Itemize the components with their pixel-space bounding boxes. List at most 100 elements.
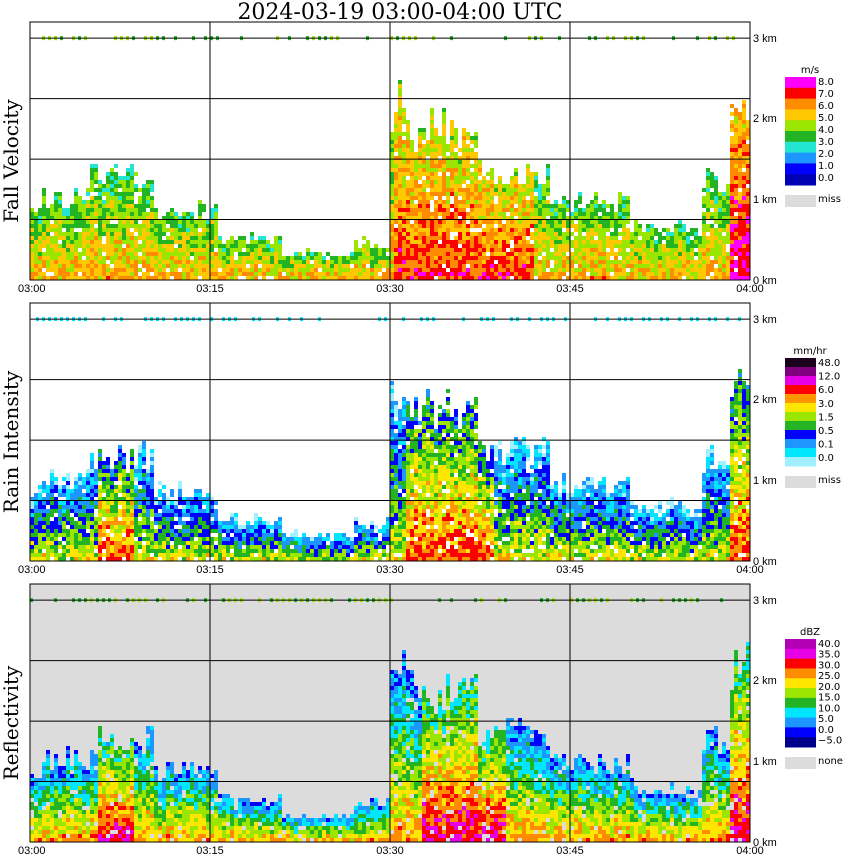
fall-velocity-panel: 03:00 03:15 03:30 03:45 04:000 km 1 km 2 km 3 k… — [0, 21, 841, 295]
legend-swatch — [785, 163, 816, 175]
legend-label: 0.0 — [818, 453, 834, 464]
x-tick-label: 03:00 — [18, 564, 46, 576]
legend-label: 0.0 — [818, 725, 834, 736]
legend-label: 35.0 — [818, 650, 840, 661]
rain-intensity-grid — [30, 303, 750, 561]
legend-swatch — [785, 717, 816, 728]
reflectivity-legend: dBZ40.035.030.025.020.015.010.05.00.0−5.… — [785, 627, 843, 769]
legend-swatch — [785, 98, 816, 110]
fall-velocity-frame — [29, 21, 751, 281]
legend-label: 1.5 — [818, 412, 834, 423]
legend-swatch — [785, 152, 816, 164]
chart-title: 2024-03-19 03:00-04:00 UTC — [237, 0, 563, 25]
legend-missing-swatch — [785, 757, 816, 769]
legend-unit: mm/hr — [793, 346, 827, 357]
x-tick-label: 03:45 — [556, 283, 584, 295]
legend-label: 6.0 — [818, 101, 834, 112]
legend-unit: dBZ — [800, 627, 820, 638]
y-tick-label: 3 km — [753, 314, 777, 326]
y-tick-label: 0 km — [753, 275, 777, 287]
legend-label: 8.0 — [818, 77, 834, 88]
reflectivity-frame — [29, 583, 751, 843]
y-tick-label: 1 km — [753, 194, 777, 206]
legend-missing-label: miss — [818, 475, 841, 486]
y-tick-label: 3 km — [753, 595, 777, 607]
legend-swatch — [785, 120, 816, 132]
y-tick-label: 0 km — [753, 556, 777, 568]
x-tick-label: 03:30 — [376, 283, 404, 295]
legend-swatch — [785, 358, 816, 368]
legend-label: 0.1 — [818, 440, 834, 451]
legend-swatch — [785, 174, 816, 186]
legend-unit: m/s — [801, 65, 819, 76]
legend-label: 12.0 — [818, 372, 840, 383]
legend-label: 40.0 — [818, 639, 840, 650]
legend-swatch — [785, 658, 816, 669]
legend-label: 20.0 — [818, 682, 840, 693]
legend-swatch — [785, 430, 816, 440]
legend-swatch — [785, 77, 816, 89]
legend-label: 25.0 — [818, 671, 840, 682]
x-tick-label: 03:30 — [376, 564, 404, 576]
legend-swatch — [785, 727, 816, 738]
legend-swatch — [785, 394, 816, 404]
legend-label: 48.0 — [818, 358, 840, 369]
reflectivity-grid — [30, 584, 750, 842]
legend-swatch — [785, 131, 816, 143]
legend-swatch — [785, 403, 816, 413]
legend-label: 4.0 — [818, 125, 834, 136]
y-tick-label: 3 km — [753, 33, 777, 45]
legend-swatch — [785, 87, 816, 100]
fall-velocity-legend: m/s8.07.06.05.04.03.02.01.00.0 miss — [785, 65, 841, 207]
reflectivity-data-field — [30, 642, 750, 842]
x-tick-label: 03:00 — [18, 283, 46, 295]
fall-velocity-grid — [30, 22, 750, 280]
y-tick-label: 2 km — [753, 394, 777, 406]
legend-label: −5.0 — [818, 736, 842, 747]
legend-label: 5.0 — [818, 714, 834, 725]
rain-intensity-label: Rain Intensity — [0, 370, 23, 513]
fall-velocity-label: Fall Velocity — [0, 99, 23, 223]
y-tick-label: 2 km — [753, 113, 777, 125]
legend-label: 0.5 — [818, 426, 834, 437]
legend-swatch — [785, 678, 816, 689]
reflectivity-panel: 03:00 03:15 03:30 03:45 04:000 km 1 km 2 km 3 k… — [0, 583, 843, 857]
x-tick-label: 03:00 — [18, 845, 46, 857]
legend-swatch — [785, 376, 816, 386]
x-tick-label: 03:15 — [196, 845, 224, 857]
legend-label: 10.0 — [818, 703, 840, 714]
fall-velocity-data-field — [30, 80, 750, 280]
rain-intensity-data-field — [30, 369, 750, 561]
y-tick-label: 0 km — [753, 837, 777, 849]
legend-swatch — [785, 668, 816, 679]
x-tick-label: 04:00 — [736, 283, 764, 295]
x-tick-label: 04:00 — [736, 845, 764, 857]
x-tick-label: 04:00 — [736, 564, 764, 576]
reflectivity-label: Reflectivity — [0, 665, 23, 780]
legend-swatch — [785, 385, 816, 395]
legend-label: 3.0 — [818, 399, 834, 410]
legend-label: 7.0 — [818, 89, 834, 100]
legend-swatch — [785, 697, 816, 709]
legend-swatch — [785, 412, 816, 422]
legend-missing-label: miss — [818, 194, 841, 205]
legend-label: 5.0 — [818, 113, 834, 124]
legend-swatch — [785, 737, 816, 748]
y-tick-label: 2 km — [753, 675, 777, 687]
legend-missing-label: none — [818, 756, 843, 767]
legend-label: 0.0 — [818, 173, 834, 184]
legend-missing-swatch — [785, 476, 816, 488]
legend-swatch — [785, 439, 816, 449]
legend-label: 2.0 — [818, 149, 834, 160]
y-tick-label: 1 km — [753, 475, 777, 487]
legend-swatch — [785, 707, 816, 719]
legend-swatch — [785, 648, 816, 660]
legend-swatch — [785, 639, 816, 650]
y-tick-label: 1 km — [753, 756, 777, 768]
x-tick-label: 03:15 — [196, 283, 224, 295]
legend-label: 30.0 — [818, 660, 840, 671]
legend-swatch — [785, 448, 816, 458]
legend-swatch — [785, 109, 816, 121]
